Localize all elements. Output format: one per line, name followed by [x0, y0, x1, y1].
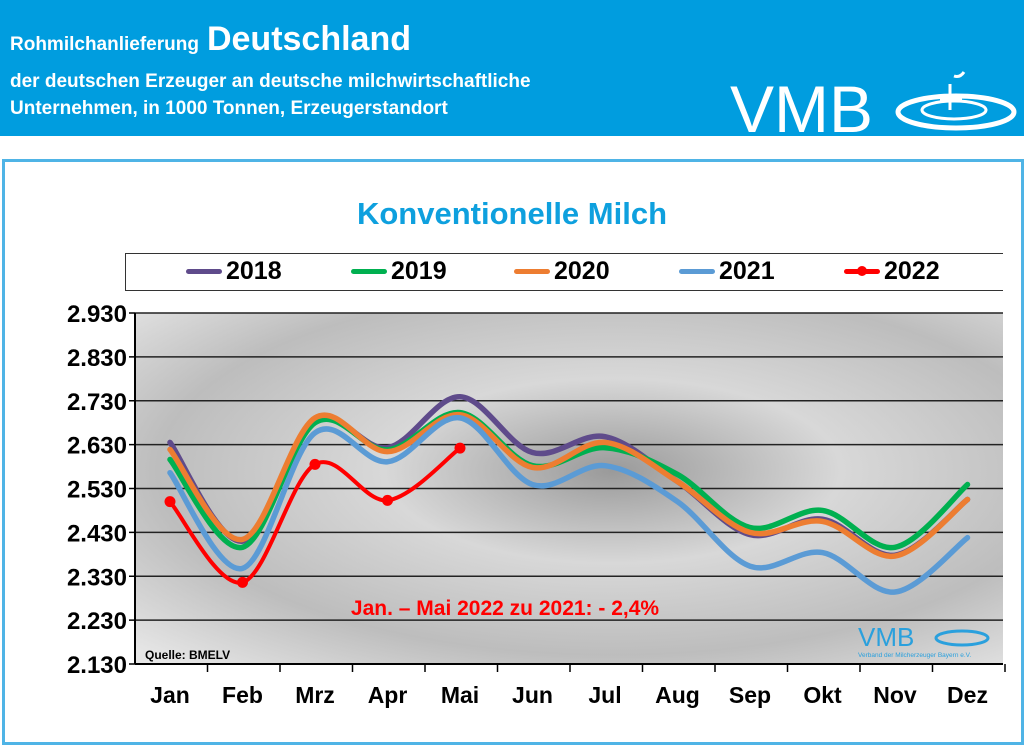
- y-tick-label: 2.830: [67, 345, 127, 372]
- x-tick-label: Feb: [222, 682, 263, 708]
- data-point-2022: [164, 496, 176, 508]
- data-point-2022: [382, 494, 393, 506]
- y-tick-label: 2.230: [67, 608, 127, 635]
- legend-swatch: [186, 269, 222, 274]
- y-tick-label: 2.530: [67, 477, 127, 504]
- header-line3: Unternehmen, in 1000 Tonnen, Erzeugersta…: [10, 98, 448, 119]
- source-label: Quelle: BMELV: [145, 648, 230, 662]
- legend: 2018 2019 2020 2021 2022: [125, 253, 1003, 291]
- x-tick-label: Okt: [803, 682, 842, 708]
- legend-swatch: [679, 269, 715, 274]
- annotation-text: Jan. – Mai 2022 zu 2021: - 2,4%: [351, 597, 659, 620]
- x-tick-label: Mrz: [295, 682, 335, 708]
- y-tick-label: 2.130: [67, 652, 127, 679]
- header-line2: der deutschen Erzeuger an deutsche milch…: [10, 71, 531, 92]
- vmb-logo-swirl-icon: [895, 93, 1017, 131]
- y-tick-label: 2.730: [67, 389, 127, 416]
- legend-label: 2018: [226, 257, 282, 285]
- y-tick-label: 2.630: [67, 433, 127, 460]
- watermark-logo-text: VMB: [858, 622, 914, 652]
- legend-item-2022: 2022: [844, 257, 940, 286]
- series-line-2021: [167, 415, 971, 595]
- legend-swatch: [844, 266, 880, 276]
- x-tick-label: Jun: [512, 682, 553, 708]
- data-point-2022: [454, 442, 466, 454]
- x-tick-label: Nov: [873, 682, 917, 708]
- vmb-logo-figure-icon: [940, 71, 966, 110]
- watermark-subtitle: Verband der Milcherzeuger Bayern e.V.: [858, 652, 971, 659]
- data-point-2022: [237, 576, 248, 588]
- y-tick-label: 2.330: [67, 564, 127, 591]
- x-tick-label: Jan: [150, 682, 190, 708]
- legend-item-2018: 2018: [186, 257, 282, 286]
- x-tick-label: Aug: [655, 682, 700, 708]
- header-banner: Rohmilchanlieferung Deutschland der deuts…: [0, 0, 1024, 136]
- header-country: Deutschland: [206, 20, 412, 58]
- x-tick-label: Sep: [729, 682, 771, 708]
- legend-label: 2019: [391, 257, 447, 285]
- x-tick-label: Jul: [588, 682, 621, 708]
- legend-item-2020: 2020: [514, 257, 610, 286]
- header-description: der deutschen Erzeuger an deutsche milch…: [10, 68, 531, 122]
- x-tick-label: Apr: [368, 682, 408, 708]
- series-line-2020: [167, 412, 971, 559]
- data-point-2022: [309, 458, 321, 470]
- y-tick-label: 2.430: [67, 520, 127, 547]
- chart-title: Konventionelle Milch: [356, 196, 668, 231]
- header-subject: Rohmilchanlieferung: [10, 34, 199, 55]
- legend-label: 2020: [554, 257, 610, 285]
- x-tick-label: Mai: [441, 682, 479, 708]
- header-line1: Rohmilchanlieferung Deutschland: [10, 20, 411, 59]
- watermark-logo: VMB Verband der Milcherzeuger Bayern e.V…: [858, 622, 990, 659]
- vmb-logo: VMB: [730, 71, 1017, 136]
- watermark-swirl-icon: [934, 629, 990, 647]
- vmb-logo-text: VMB: [730, 72, 873, 136]
- legend-swatch: [351, 269, 387, 274]
- y-tick-label: 2.930: [67, 301, 127, 328]
- legend-label: 2021: [719, 257, 775, 285]
- legend-label: 2022: [884, 257, 940, 285]
- x-tick-label: Dez: [947, 682, 988, 708]
- series-line-2022: [168, 446, 462, 585]
- legend-swatch: [514, 269, 550, 274]
- legend-item-2021: 2021: [679, 257, 775, 286]
- legend-item-2019: 2019: [351, 257, 447, 286]
